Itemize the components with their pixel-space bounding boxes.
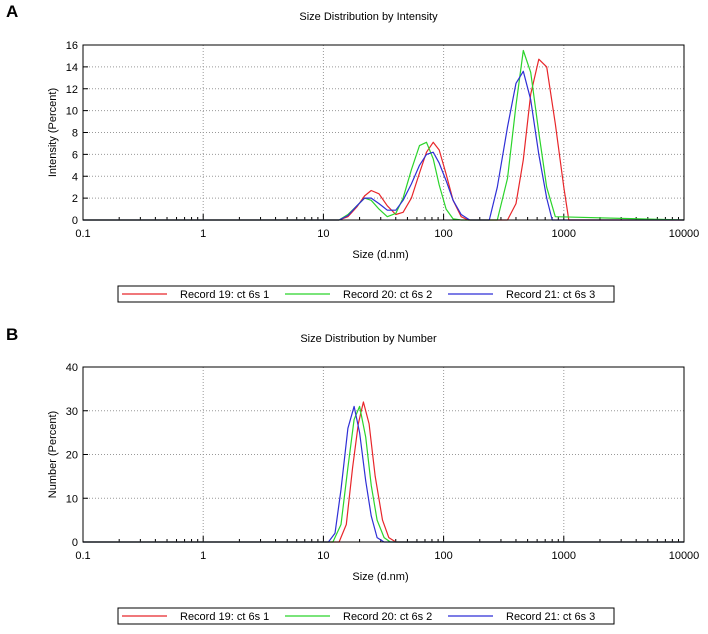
x-tick-label: 100 xyxy=(434,228,452,240)
chart-title: Size Distribution by Intensity xyxy=(299,11,438,23)
legend-box xyxy=(117,607,615,625)
panel-letter-a: A xyxy=(6,2,19,21)
y-tick-label: 20 xyxy=(66,450,78,462)
series-line-3 xyxy=(83,405,684,543)
plot-frame xyxy=(82,366,685,543)
y-tick-label: 30 xyxy=(66,406,78,418)
x-tick-label: 10 xyxy=(317,228,329,240)
plot-frame xyxy=(82,44,685,221)
y-tick-label: 40 xyxy=(66,362,78,374)
y-tick-label: 0 xyxy=(72,215,78,227)
x-axis-label: Size (d.nm) xyxy=(352,571,408,583)
series-line-1 xyxy=(83,58,684,221)
y-tick-label: 10 xyxy=(66,493,78,505)
x-tick-label: 1 xyxy=(200,550,206,562)
y-tick-label: 16 xyxy=(66,40,78,52)
y-tick-label: 4 xyxy=(72,171,78,183)
y-axis-label: Number (Percent) xyxy=(47,411,59,498)
x-tick-label: 1 xyxy=(200,228,206,240)
x-tick-label: 1000 xyxy=(552,550,576,562)
legend-label-2: Record 20: ct 6s 2 xyxy=(343,289,432,301)
x-axis-label: Size (d.nm) xyxy=(352,249,408,261)
y-tick-label: 10 xyxy=(66,106,78,118)
chart-title: Size Distribution by Number xyxy=(300,333,437,345)
legend-label-3: Record 21: ct 6s 3 xyxy=(506,611,595,623)
y-tick-label: 12 xyxy=(66,84,78,96)
legend-label-1: Record 19: ct 6s 1 xyxy=(180,289,269,301)
series-line-2 xyxy=(83,49,685,221)
y-tick-label: 8 xyxy=(72,128,78,140)
legend-label-1: Record 19: ct 6s 1 xyxy=(180,611,269,623)
x-tick-label: 10000 xyxy=(669,228,700,240)
series-line-2 xyxy=(83,405,684,543)
series-line-3 xyxy=(83,70,684,221)
x-tick-label: 1000 xyxy=(552,228,576,240)
y-tick-label: 14 xyxy=(66,62,78,74)
legend-label-2: Record 20: ct 6s 2 xyxy=(343,611,432,623)
legend-label-3: Record 21: ct 6s 3 xyxy=(506,289,595,301)
series-line-1 xyxy=(83,401,684,543)
y-axis-label: Intensity (Percent) xyxy=(47,88,59,177)
y-tick-label: 2 xyxy=(72,193,78,205)
legend-box xyxy=(117,285,615,303)
y-tick-label: 0 xyxy=(72,537,78,549)
y-tick-label: 6 xyxy=(72,149,78,161)
x-tick-label: 0.1 xyxy=(75,228,90,240)
x-tick-label: 10000 xyxy=(669,550,700,562)
x-tick-label: 100 xyxy=(434,550,452,562)
x-tick-label: 0.1 xyxy=(75,550,90,562)
x-tick-label: 10 xyxy=(317,550,329,562)
panel-letter-b: B xyxy=(6,325,19,344)
